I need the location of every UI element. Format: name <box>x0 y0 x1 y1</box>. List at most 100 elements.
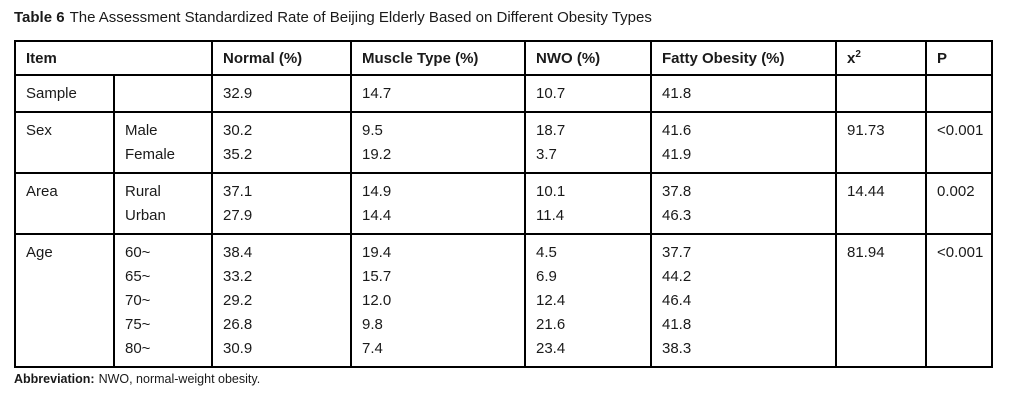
abbreviation-label: Abbreviation: <box>14 372 95 386</box>
cell-fatty: 37.8 46.3 <box>650 172 837 235</box>
cell-line: 80~ <box>125 340 151 357</box>
cell-line: 7.4 <box>362 340 383 357</box>
cell-line: 14.7 <box>362 85 392 102</box>
cell-line: Age <box>26 244 53 261</box>
cell-line: 65~ <box>125 268 151 285</box>
row-group-area: Area Rural Urban 37.1 27.9 14.9 14.4 10.… <box>14 172 993 235</box>
header-row: Item Normal (%) Muscle Type (%) NWO (%) … <box>14 40 993 76</box>
cell-line: Male <box>125 122 158 139</box>
cell-line: <0.001 <box>937 244 984 261</box>
cell-line: 60~ <box>125 244 151 261</box>
table-caption-text: The Assessment Standardized Rate of Beij… <box>69 9 652 26</box>
column-header-muscle-type: Muscle Type (%) <box>350 40 526 76</box>
cell-fatty: 41.8 <box>650 74 837 113</box>
column-header-normal: Normal (%) <box>211 40 352 76</box>
cell-nwo: 18.7 3.7 <box>524 111 652 174</box>
cell-nwo: 10.7 <box>524 74 652 113</box>
cell-line: Area <box>26 183 58 200</box>
cell-normal: 37.1 27.9 <box>211 172 352 235</box>
cell-item: Sample <box>14 74 115 113</box>
cell-line: <0.001 <box>937 122 984 139</box>
chi-base: x <box>847 50 856 67</box>
cell-line: Sample <box>26 85 77 102</box>
cell-nwo: 4.5 6.9 12.4 21.6 23.4 <box>524 233 652 368</box>
table-caption-label: Table 6 <box>14 9 65 26</box>
cell-line: 91.73 <box>847 122 885 139</box>
cell-chi-square: 81.94 <box>835 233 927 368</box>
cell-normal: 32.9 <box>211 74 352 113</box>
cell-line: 10.1 <box>536 183 566 200</box>
cell-line <box>125 82 201 106</box>
cell-line: 4.5 <box>536 244 557 261</box>
column-header-nwo: NWO (%) <box>524 40 652 76</box>
cell-fatty: 41.6 41.9 <box>650 111 837 174</box>
abbreviation-note: Abbreviation: NWO, normal-weight obesity. <box>14 371 260 387</box>
cell-normal: 30.2 35.2 <box>211 111 352 174</box>
cell-line <box>937 82 981 106</box>
cell-line: 21.6 <box>536 316 566 333</box>
cell-line: 35.2 <box>223 146 253 163</box>
cell-subcategory: Rural Urban <box>113 172 213 235</box>
cell-line: 9.5 <box>362 122 383 139</box>
cell-muscle: 14.9 14.4 <box>350 172 526 235</box>
cell-line: 9.8 <box>362 316 383 333</box>
cell-line: 3.7 <box>536 146 557 163</box>
cell-chi-square <box>835 74 927 113</box>
cell-line: 6.9 <box>536 268 557 285</box>
cell-line: 38.4 <box>223 244 253 261</box>
cell-line: 14.9 <box>362 183 392 200</box>
cell-muscle: 9.5 19.2 <box>350 111 526 174</box>
cell-line: 44.2 <box>662 268 692 285</box>
column-header-item: Item <box>14 40 213 76</box>
cell-subcategory: 60~ 65~ 70~ 75~ 80~ <box>113 233 213 368</box>
cell-line: Urban <box>125 207 166 224</box>
cell-muscle: 19.4 15.7 12.0 9.8 7.4 <box>350 233 526 368</box>
cell-line: 30.9 <box>223 340 253 357</box>
cell-line: 27.9 <box>223 207 253 224</box>
cell-line: 15.7 <box>362 268 392 285</box>
cell-p-value: 0.002 <box>925 172 993 235</box>
cell-p-value <box>925 74 993 113</box>
cell-line: 19.2 <box>362 146 392 163</box>
cell-line: 12.4 <box>536 292 566 309</box>
cell-line: 37.7 <box>662 244 692 261</box>
cell-line: 41.9 <box>662 146 692 163</box>
table-caption: Table 6 The Assessment Standardized Rate … <box>14 8 652 28</box>
cell-line: 29.2 <box>223 292 253 309</box>
cell-chi-square: 14.44 <box>835 172 927 235</box>
cell-line: 19.4 <box>362 244 392 261</box>
row-group-sex: Sex Male Female 30.2 35.2 9.5 19.2 18.7 … <box>14 111 993 174</box>
cell-line: Sex <box>26 122 52 139</box>
cell-line: 41.6 <box>662 122 692 139</box>
cell-line: Rural <box>125 183 161 200</box>
cell-muscle: 14.7 <box>350 74 526 113</box>
cell-line: 41.8 <box>662 316 692 333</box>
cell-line: 18.7 <box>536 122 566 139</box>
column-header-p: P <box>925 40 993 76</box>
row-group-age: Age 60~ 65~ 70~ 75~ 80~ 38.4 33.2 29.2 2… <box>14 233 993 368</box>
cell-subcategory <box>113 74 213 113</box>
abbreviation-text: NWO, normal-weight obesity. <box>98 372 261 386</box>
cell-p-value: <0.001 <box>925 233 993 368</box>
cell-line: 70~ <box>125 292 151 309</box>
cell-item: Area <box>14 172 115 235</box>
cell-fatty: 37.7 44.2 46.4 41.8 38.3 <box>650 233 837 368</box>
cell-line: 32.9 <box>223 85 253 102</box>
cell-line: 37.8 <box>662 183 692 200</box>
cell-subcategory: Male Female <box>113 111 213 174</box>
column-header-chi-square: x2 <box>835 40 927 76</box>
cell-line: 41.8 <box>662 85 692 102</box>
chi-superscript: 2 <box>855 49 861 60</box>
cell-normal: 38.4 33.2 29.2 26.8 30.9 <box>211 233 352 368</box>
cell-line <box>847 82 915 106</box>
cell-line: 75~ <box>125 316 151 333</box>
cell-line: 10.7 <box>536 85 566 102</box>
cell-line: 12.0 <box>362 292 392 309</box>
cell-p-value: <0.001 <box>925 111 993 174</box>
cell-line: Female <box>125 146 176 163</box>
cell-item: Age <box>14 233 115 368</box>
cell-line: 14.44 <box>847 183 885 200</box>
cell-chi-square: 91.73 <box>835 111 927 174</box>
cell-line: 11.4 <box>536 207 565 224</box>
